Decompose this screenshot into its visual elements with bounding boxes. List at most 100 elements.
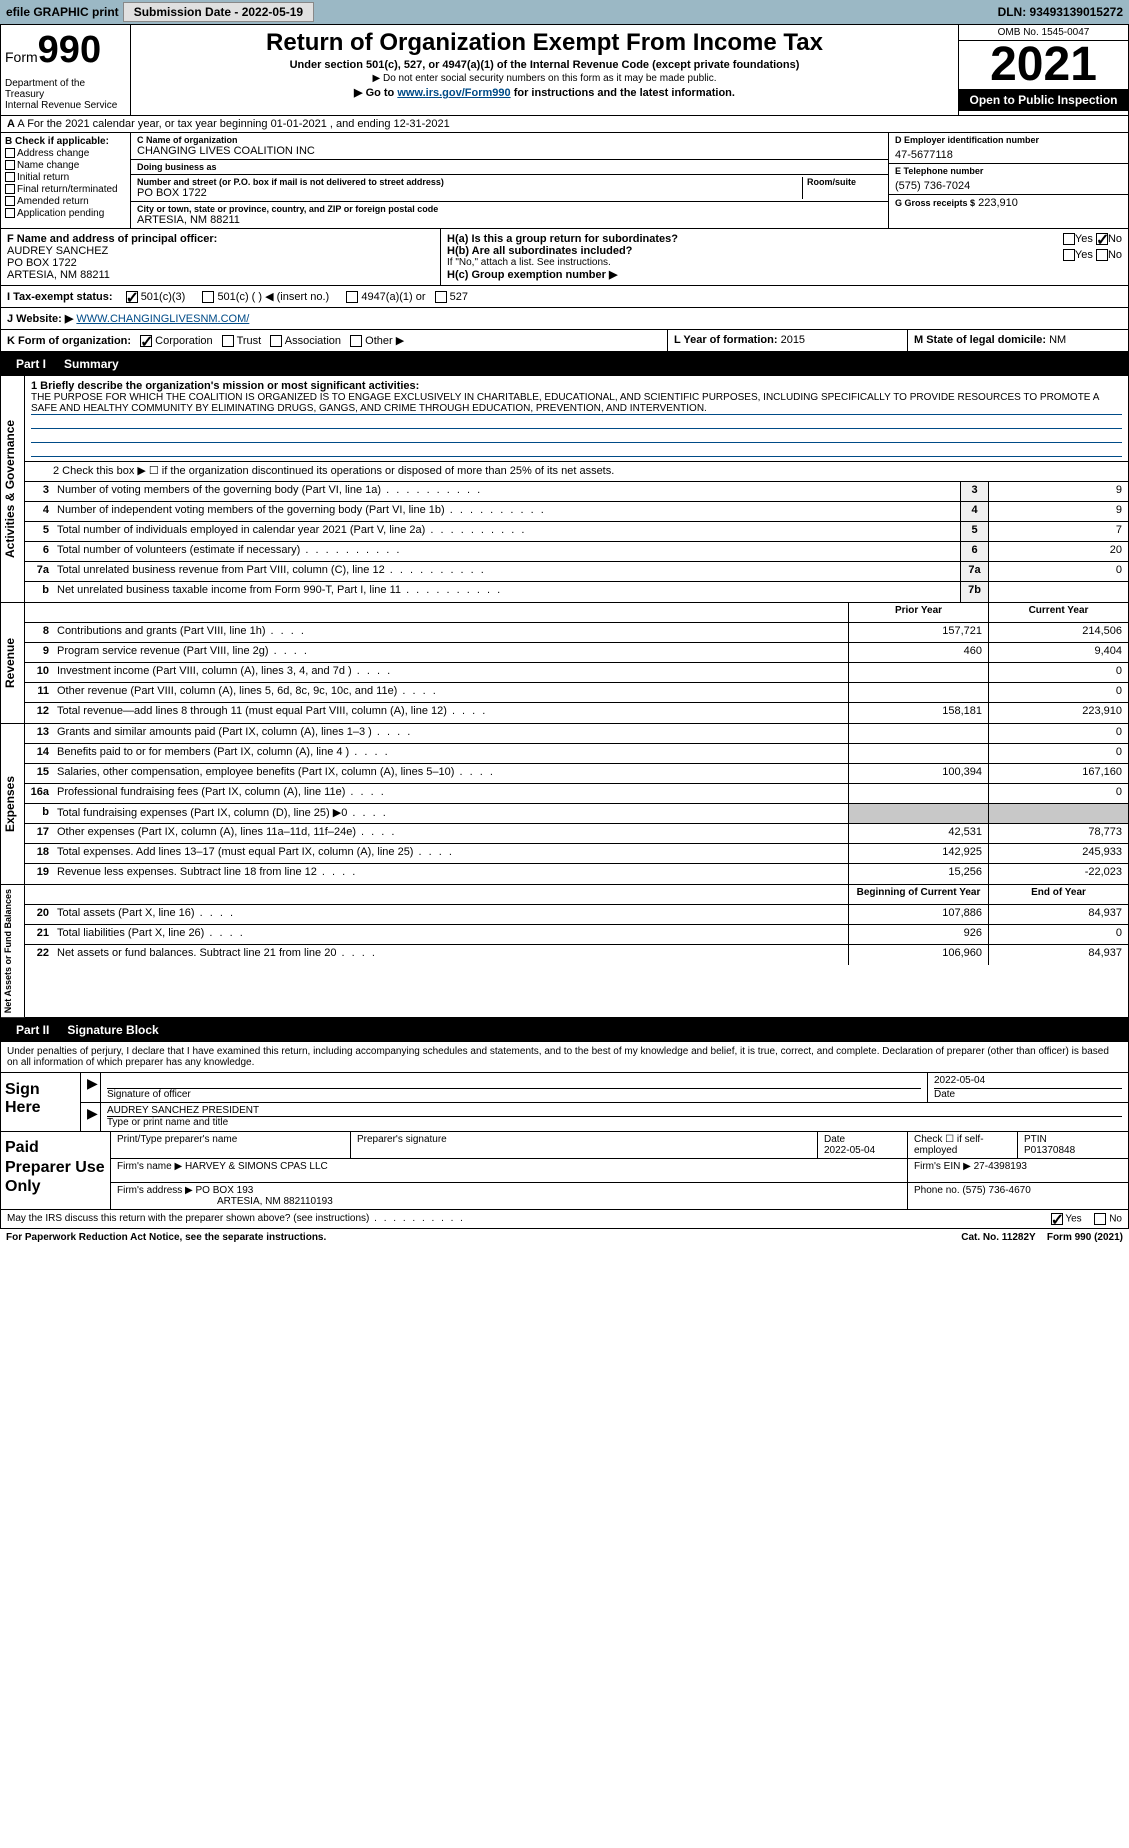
chk-ha-no[interactable] [1096,233,1108,245]
dept-treasury: Department of the Treasury Internal Reve… [5,78,126,111]
gov-line-4: 4 Number of independent voting members o… [25,502,1128,522]
form-header: Form990 Department of the Treasury Inter… [0,24,1129,116]
chk-association[interactable] [270,335,282,347]
footer: For Paperwork Reduction Act Notice, see … [0,1229,1129,1246]
firm-ein: 27-4398193 [974,1161,1027,1172]
line-9: 9 Program service revenue (Part VIII, li… [25,643,1128,663]
pra-notice: For Paperwork Reduction Act Notice, see … [6,1232,326,1243]
gov-line-5: 5 Total number of individuals employed i… [25,522,1128,542]
net-col-hdr: Beginning of Current Year End of Year [25,885,1128,905]
section-revenue: Revenue Prior Year Current Year 8 Contri… [0,603,1129,724]
part2-header: Part II Signature Block [0,1018,1129,1042]
section-f: F Name and address of principal officer:… [1,229,441,285]
section-fgh: F Name and address of principal officer:… [0,229,1129,286]
chk-other[interactable] [350,335,362,347]
submission-date-btn[interactable]: Submission Date - 2022-05-19 [123,2,314,22]
gross-receipts: 223,910 [978,197,1018,209]
sig-date: 2022-05-04 [934,1075,1122,1089]
chk-ha-yes[interactable] [1063,233,1075,245]
subtitle-2: ▶ Do not enter social security numbers o… [137,73,952,84]
sign-here-block: Sign Here ▶ Signature of officer 2022-05… [0,1073,1129,1132]
line-b: b Total fundraising expenses (Part IX, c… [25,804,1128,824]
mission-text: THE PURPOSE FOR WHICH THE COALITION IS O… [31,392,1122,415]
gov-line-3: 3 Number of voting members of the govern… [25,482,1128,502]
line-10: 10 Investment income (Part VIII, column … [25,663,1128,683]
form-footer: Form 990 (2021) [1047,1232,1123,1243]
section-expenses: Expenses 13 Grants and similar amounts p… [0,724,1129,885]
line-21: 21 Total liabilities (Part X, line 26) 9… [25,925,1128,945]
open-to-public: Open to Public Inspection [959,89,1128,111]
sign-here-label: Sign Here [1,1073,81,1131]
subtitle-3: ▶ Go to www.irs.gov/Form990 for instruct… [137,86,952,99]
col-d-ein-phone: D Employer identification number 47-5677… [888,133,1128,228]
prep-date: 2022-05-04 [824,1145,875,1156]
section-h-answers: Yes No Yes No [958,229,1128,285]
discuss-row: May the IRS discuss this return with the… [0,1210,1129,1229]
vlabel-expenses: Expenses [1,724,25,884]
chk-discuss-yes[interactable] [1051,1213,1063,1225]
line-16a: 16a Professional fundraising fees (Part … [25,784,1128,804]
city-state-zip: ARTESIA, NM 88211 [137,214,882,226]
tax-year: 2021 [959,41,1128,89]
firm-name: HARVEY & SIMONS CPAS LLC [185,1161,328,1172]
line-17: 17 Other expenses (Part IX, column (A), … [25,824,1128,844]
chk-527[interactable] [435,291,447,303]
part1-header: Part I Summary [0,352,1129,376]
section-bcd: B Check if applicable: Address change Na… [0,133,1129,229]
line-15: 15 Salaries, other compensation, employe… [25,764,1128,784]
line1-mission: 1 Briefly describe the organization's mi… [25,376,1128,462]
row-klm: K Form of organization: Corporation Trus… [0,330,1129,352]
chk-hb-yes[interactable] [1063,249,1075,261]
paid-preparer-label: Paid Preparer Use Only [1,1132,111,1209]
chk-4947[interactable] [346,291,358,303]
officer-name: AUDREY SANCHEZ [7,245,108,257]
phone: (575) 736-7024 [895,180,1122,192]
chk-hb-no[interactable] [1096,249,1108,261]
line-13: 13 Grants and similar amounts paid (Part… [25,724,1128,744]
irs-link[interactable]: www.irs.gov/Form990 [397,87,510,99]
ptin: P01370848 [1024,1145,1075,1156]
chk-final-return[interactable] [5,184,15,194]
street: PO BOX 1722 [137,187,802,199]
line-22: 22 Net assets or fund balances. Subtract… [25,945,1128,965]
chk-amended[interactable] [5,196,15,206]
line-18: 18 Total expenses. Add lines 13–17 (must… [25,844,1128,864]
line-14: 14 Benefits paid to or for members (Part… [25,744,1128,764]
chk-name-change[interactable] [5,160,15,170]
chk-application-pending[interactable] [5,208,15,218]
arrow-icon: ▶ [87,1075,98,1091]
chk-discuss-no[interactable] [1094,1213,1106,1225]
chk-501c[interactable] [202,291,214,303]
line-11: 11 Other revenue (Part VIII, column (A),… [25,683,1128,703]
row-j-website: J Website: ▶ WWW.CHANGINGLIVESNM.COM/ [0,308,1129,330]
year-cell: OMB No. 1545-0047 2021 Open to Public In… [958,25,1128,115]
ein: 47-5677118 [895,149,1122,161]
website-link[interactable]: WWW.CHANGINGLIVESNM.COM/ [76,313,249,325]
section-activities-governance: Activities & Governance 1 Briefly descri… [0,376,1129,603]
vlabel-net-assets: Net Assets or Fund Balances [1,885,25,1017]
section-net-assets: Net Assets or Fund Balances Beginning of… [0,885,1129,1018]
org-name: CHANGING LIVES COALITION INC [137,145,882,157]
year-formation: 2015 [781,334,805,346]
form-word: Form [5,49,38,65]
chk-address-change[interactable] [5,148,15,158]
efile-topbar: efile GRAPHIC print Submission Date - 20… [0,0,1129,24]
gov-line-7a: 7a Total unrelated business revenue from… [25,562,1128,582]
vlabel-activities: Activities & Governance [1,376,25,602]
officer-addr2: ARTESIA, NM 88211 [7,269,110,281]
chk-initial-return[interactable] [5,172,15,182]
section-h: H(a) Is this a group return for subordin… [441,229,958,285]
col-b-checkboxes: B Check if applicable: Address change Na… [1,133,131,228]
chk-corporation[interactable] [140,335,152,347]
form-number: 990 [38,29,101,71]
firm-address: PO BOX 193 [196,1185,254,1196]
chk-trust[interactable] [222,335,234,347]
line-19: 19 Revenue less expenses. Subtract line … [25,864,1128,884]
efile-label: efile GRAPHIC print [6,5,119,19]
row-i-tax-status: I Tax-exempt status: 501(c)(3) 501(c) ( … [0,286,1129,308]
chk-501c3[interactable] [126,291,138,303]
form-title: Return of Organization Exempt From Incom… [137,29,952,57]
line2: 2 Check this box ▶ ☐ if the organization… [25,462,1128,482]
vlabel-revenue: Revenue [1,603,25,723]
gov-line-b: b Net unrelated business taxable income … [25,582,1128,602]
